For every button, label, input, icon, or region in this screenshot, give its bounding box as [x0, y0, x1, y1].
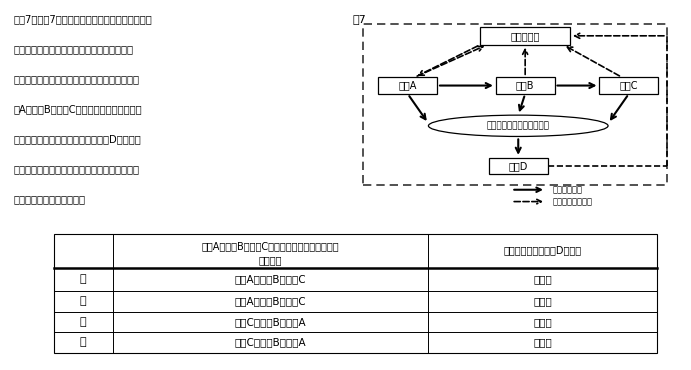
Text: 分解者: 分解者: [533, 337, 552, 347]
Bar: [53, 233, 657, 353]
Text: 分解者: 分解者: [533, 296, 552, 306]
Text: 生物A，生物B，生物Cの生物の数量（生物量）の: 生物A，生物B，生物Cの生物の数量（生物量）の: [201, 242, 339, 252]
Text: 生物B: 生物B: [516, 81, 534, 91]
Text: 生物D: 生物D: [509, 161, 528, 171]
Text: 生物C＞生物B＞生物A: 生物C＞生物B＞生物A: [234, 337, 306, 347]
Text: 組み合わせたものとして適切なのは，次の表の: 組み合わせたものとして適切なのは，次の表の: [14, 164, 140, 174]
Text: したものである。生態系において生物の数量: したものである。生態系において生物の数量: [14, 44, 134, 54]
Text: 生産者: 生産者: [533, 275, 552, 285]
Text: 大小関係: 大小関係: [258, 255, 282, 265]
Text: の大小関係と，生態系における生物Dの名称を: の大小関係と，生態系における生物Dの名称を: [14, 134, 142, 144]
Text: イ: イ: [79, 296, 86, 306]
Text: ウ: ウ: [79, 317, 86, 327]
Text: 生物A: 生物A: [399, 81, 417, 91]
Text: 図7: 図7: [352, 14, 366, 24]
Bar: [480, 27, 570, 45]
Text: 生物A＞生物B＞生物C: 生物A＞生物B＞生物C: [234, 275, 306, 285]
Text: 生物C＞生物B＞生物A: 生物C＞生物B＞生物A: [234, 317, 306, 327]
Text: 生産者: 生産者: [533, 317, 552, 327]
Text: ア～エのうちではどれか。: ア～エのうちではどれか。: [14, 194, 86, 204]
Text: エ: エ: [79, 337, 86, 347]
Text: 物A，生物B，生物Cの生物の数量（生物量）: 物A，生物B，生物Cの生物の数量（生物量）: [14, 104, 142, 114]
Text: （生物量）のつり合いのとれた状態のとき，生: （生物量）のつり合いのとれた状態のとき，生: [14, 74, 140, 84]
Text: 二酸化炭素: 二酸化炭素: [511, 31, 540, 41]
Text: 生物C: 生物C: [620, 81, 638, 91]
Text: 有機物の流れ: 有機物の流れ: [553, 185, 583, 194]
Bar: [379, 77, 437, 94]
Text: ア: ア: [79, 275, 86, 285]
Bar: [363, 24, 667, 185]
Text: ［問7］　図7は，生態系における炭素の循環を表: ［問7］ 図7は，生態系における炭素の循環を表: [14, 14, 153, 24]
Bar: [489, 158, 547, 174]
Bar: [599, 77, 658, 94]
Text: 二酸化炭素の流れ: 二酸化炭素の流れ: [553, 197, 593, 206]
Text: 生物A＞生物B＞生物C: 生物A＞生物B＞生物C: [234, 296, 306, 306]
Text: 生態系における生物Dの名称: 生態系における生物Dの名称: [504, 246, 582, 256]
Text: 生物の死がいや排出物など: 生物の死がいや排出物など: [486, 121, 550, 130]
Bar: [496, 77, 554, 94]
Ellipse shape: [428, 115, 608, 137]
